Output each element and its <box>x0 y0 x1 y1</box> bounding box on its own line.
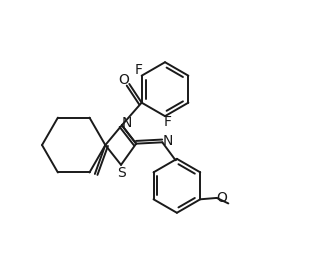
Text: O: O <box>118 73 129 87</box>
Text: F: F <box>164 115 172 129</box>
Text: S: S <box>117 166 125 180</box>
Text: F: F <box>135 63 142 77</box>
Text: N: N <box>162 134 173 148</box>
Text: N: N <box>121 116 132 130</box>
Text: O: O <box>216 191 227 205</box>
